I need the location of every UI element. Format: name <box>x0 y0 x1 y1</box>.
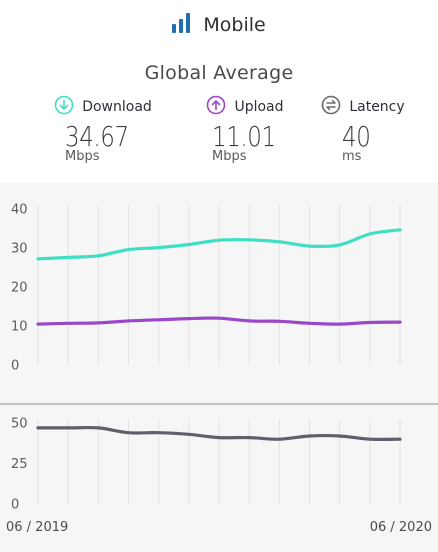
chart-subtitle: Global Average <box>0 62 438 84</box>
latency-label: Latency <box>349 99 404 115</box>
y-tick-label: 25 <box>11 457 28 472</box>
y-tick-label: 40 <box>11 203 28 218</box>
latency-chart: 50 25 0 <box>11 417 400 513</box>
download-arrow-icon <box>54 95 74 119</box>
latency-metric: Latency 40 ms <box>290 96 436 164</box>
speed-chart: 40 30 20 10 0 <box>11 203 400 374</box>
latency-arrows-icon <box>321 95 341 119</box>
y-tick-label: 30 <box>11 242 28 257</box>
page-header: Mobile <box>0 13 438 43</box>
x-axis-start-label: 06 / 2019 <box>6 520 68 535</box>
y-tick-label: 20 <box>11 281 28 296</box>
latency-value: 40 <box>342 121 419 153</box>
download-label: Download <box>82 99 152 115</box>
signal-bars-icon <box>172 13 190 37</box>
y-tick-label: 0 <box>11 498 19 513</box>
upload-value: 11.01 <box>212 121 299 153</box>
download-metric: Download 34.67 Mbps <box>30 96 176 164</box>
charts-area: 40 30 20 10 0 50 25 0 06 / 2019 06 / 2020 <box>0 183 438 548</box>
x-axis-end-label: 06 / 2020 <box>370 520 432 535</box>
upload-label: Upload <box>234 99 283 115</box>
y-tick-label: 10 <box>11 320 28 335</box>
y-tick-label: 50 <box>11 417 28 432</box>
upload-arrow-icon <box>206 95 226 119</box>
download-value: 34.67 <box>65 121 156 153</box>
page-title: Mobile <box>203 14 265 36</box>
charts-svg: 40 30 20 10 0 50 25 0 06 / 2019 06 / 2020 <box>0 183 438 548</box>
summary-panel: Mobile Global Average Download 34.67 Mbp… <box>0 0 438 183</box>
y-tick-label: 0 <box>11 359 19 374</box>
